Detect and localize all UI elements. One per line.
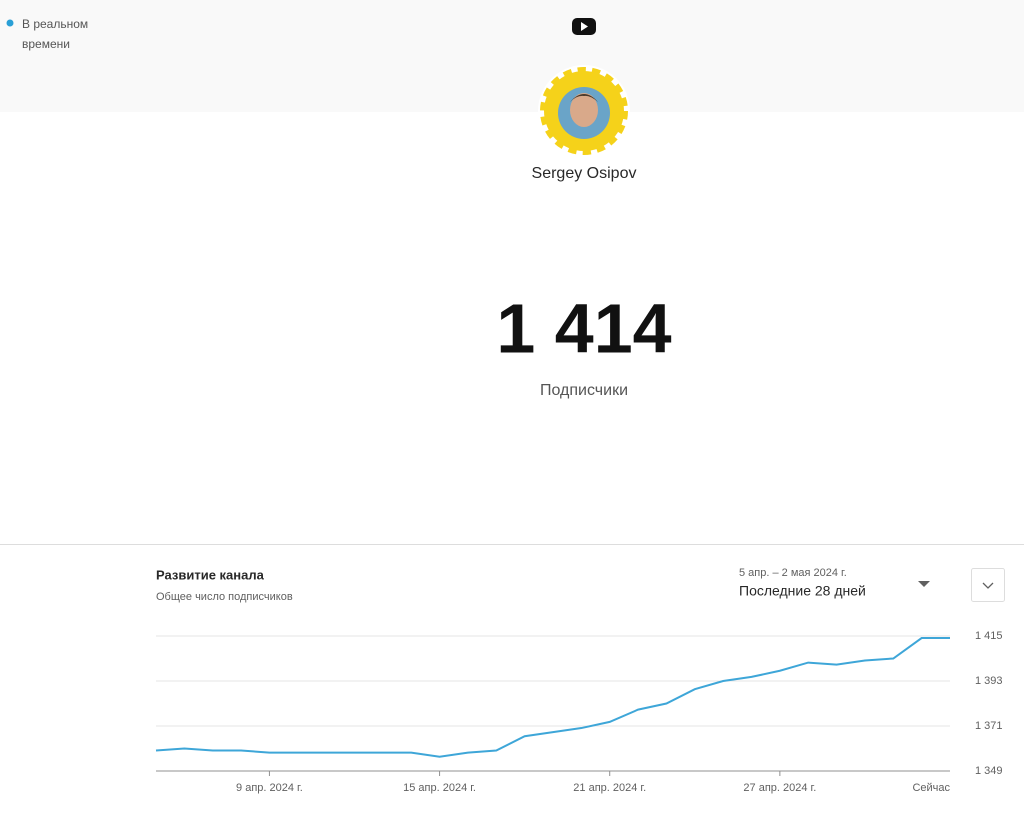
x-tick-label: 27 апр. 2024 г.	[743, 782, 816, 794]
channel-name: Sergey Osipov	[532, 165, 637, 182]
expand-button[interactable]	[971, 568, 1005, 602]
y-tick-label: 1 415	[975, 630, 1003, 642]
status: В реальном времени	[22, 17, 89, 51]
count-label: Подписчики	[540, 382, 628, 399]
series-line	[155, 637, 950, 758]
period-arrow[interactable]	[918, 581, 930, 587]
top-band	[0, 0, 1024, 112]
period-select[interactable]: Последние 28 дней	[739, 583, 866, 599]
live-dot	[6, 19, 14, 27]
y-tick-label: 1 371	[975, 720, 1003, 732]
x-tick-label: 15 апр. 2024 г.	[403, 782, 476, 794]
subscriber-count: 1 414	[496, 289, 671, 367]
youtube-icon	[572, 18, 596, 35]
x-tick-label: 21 апр. 2024 г.	[573, 782, 646, 794]
status-box: В реальном времени	[22, 17, 89, 51]
chart-subtitle: Общее число подписчиков	[156, 591, 293, 603]
date-range[interactable]: 5 апр. – 2 мая 2024 г.	[739, 567, 847, 579]
x-tick-label: 9 апр. 2024 г.	[236, 782, 303, 794]
y-tick-label: 1 349	[975, 765, 1003, 777]
y-tick-label: 1 393	[975, 675, 1003, 687]
avatar	[538, 65, 630, 157]
x-tick-label: Сейчас	[912, 782, 950, 794]
chart-title: Развитие канала	[156, 567, 265, 582]
